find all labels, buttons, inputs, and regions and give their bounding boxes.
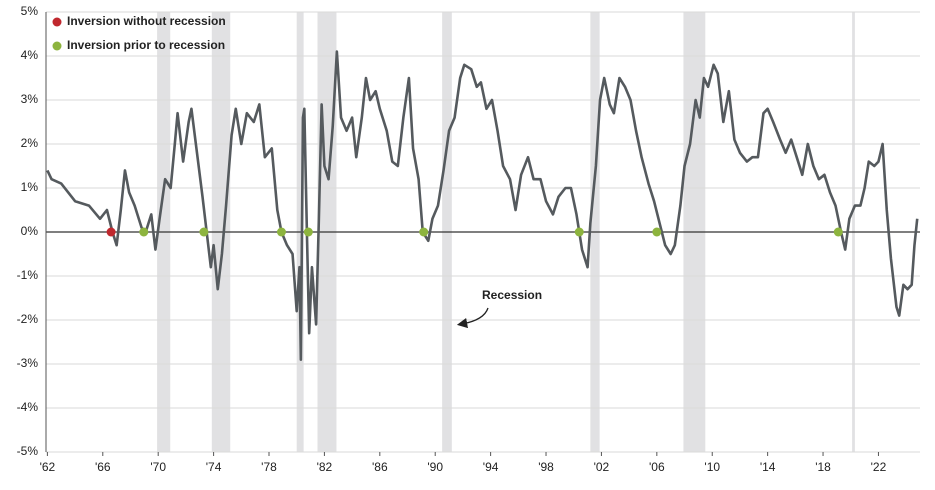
spread-line: [46, 50, 919, 361]
inversion-marker: [139, 227, 149, 237]
x-tick-label: '18: [815, 460, 831, 474]
x-tick-label: '94: [483, 460, 499, 474]
y-tick-label: 5%: [21, 4, 39, 18]
x-tick-label: '82: [317, 460, 333, 474]
legend-marker: [52, 17, 62, 27]
x-tick-label: '22: [871, 460, 887, 474]
legend-label: Inversion prior to recession: [67, 38, 225, 52]
x-tick-label: '90: [427, 460, 443, 474]
legend-marker: [52, 41, 62, 51]
y-tick-label: 0%: [21, 224, 39, 238]
y-tick-label: -3%: [17, 356, 39, 370]
legend-label: Inversion without recession: [67, 14, 226, 28]
x-tick-label: '74: [206, 460, 222, 474]
x-tick-label: '70: [150, 460, 166, 474]
inversion-marker: [419, 227, 429, 237]
inversion-marker: [106, 227, 116, 237]
y-tick-label: -4%: [17, 400, 39, 414]
x-tick-label: '14: [760, 460, 776, 474]
x-tick-label: '62: [40, 460, 56, 474]
x-tick-label: '66: [95, 460, 111, 474]
inversion-marker: [833, 227, 843, 237]
y-tick-label: 4%: [21, 48, 39, 62]
x-tick-label: '10: [704, 460, 720, 474]
inversion-marker: [199, 227, 209, 237]
x-tick-label: '06: [649, 460, 665, 474]
inversion-marker: [303, 227, 313, 237]
x-tick-label: '02: [594, 460, 610, 474]
y-tick-label: 1%: [21, 180, 39, 194]
y-tick-label: -2%: [17, 312, 39, 326]
x-tick-label: '86: [372, 460, 388, 474]
inversion-marker: [276, 227, 286, 237]
inversion-marker: [574, 227, 584, 237]
y-tick-label: -5%: [17, 444, 39, 458]
inversion-marker: [652, 227, 662, 237]
x-tick-label: '98: [538, 460, 554, 474]
annotation: Recession: [482, 288, 542, 302]
y-tick-label: 2%: [21, 136, 39, 150]
x-tick-label: '78: [261, 460, 277, 474]
y-tick-label: 3%: [21, 92, 39, 106]
y-tick-label: -1%: [17, 268, 39, 282]
annotation-arrow: [456, 307, 489, 329]
